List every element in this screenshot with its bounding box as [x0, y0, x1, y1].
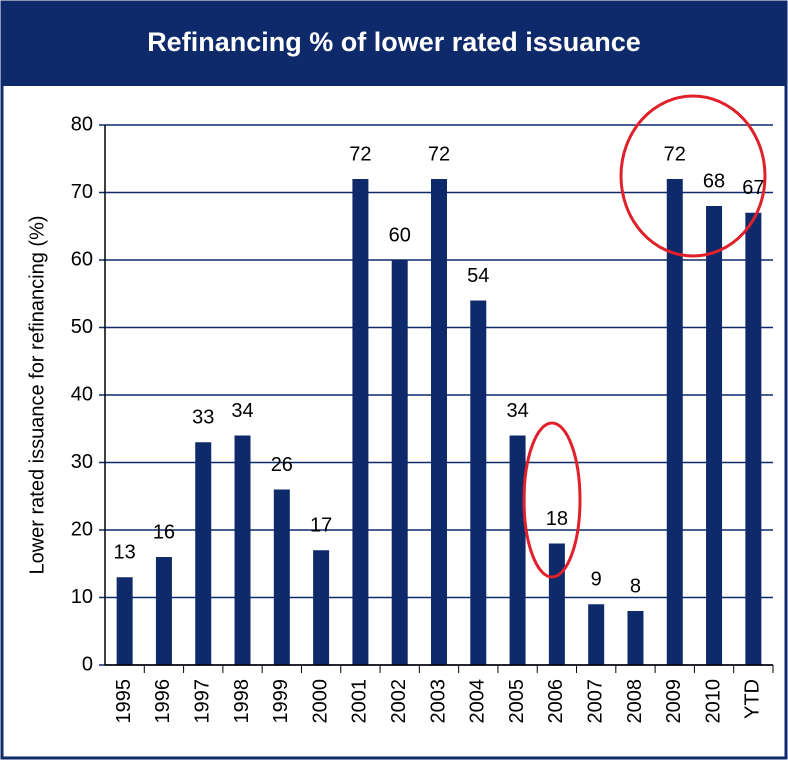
data-label: 72: [349, 143, 371, 165]
bar: [470, 300, 487, 665]
data-label: 13: [114, 542, 136, 564]
data-label: 33: [192, 407, 214, 429]
data-label: 16: [153, 521, 175, 543]
x-tick-label: 2007: [584, 679, 606, 724]
bar: [273, 489, 290, 665]
x-tick-label: YTD: [742, 679, 764, 719]
bar: [666, 179, 683, 665]
data-label: 8: [630, 575, 641, 597]
title-banner: [2, 2, 786, 86]
data-label: 34: [506, 400, 528, 422]
x-tick-label: 2010: [702, 679, 724, 724]
x-tick-label: 1998: [231, 679, 253, 724]
x-tick-label: 1997: [192, 679, 214, 724]
chart-title: Refinancing % of lower rated issuance: [147, 27, 641, 57]
y-tick-label: 70: [71, 181, 93, 203]
bar: [155, 557, 172, 665]
plot: 0 10 20 30 40 50 60 70 80 1995 13 1996 16 1997 33 1998 3…: [71, 113, 774, 724]
bar: [352, 179, 369, 665]
x-tick-label: 2001: [349, 679, 371, 724]
y-tick-label: 30: [71, 451, 93, 473]
x-tick-label: 2003: [427, 679, 449, 724]
x-tick-label: 2002: [388, 679, 410, 724]
bar: [627, 611, 644, 665]
bar: [234, 435, 251, 665]
x-tick-label: 2005: [506, 679, 528, 724]
bar: [313, 550, 330, 665]
data-label: 9: [591, 569, 602, 591]
data-label: 54: [467, 265, 489, 287]
bar: [745, 212, 762, 665]
x-tick-label: 2006: [545, 679, 567, 724]
bar: [391, 260, 408, 665]
data-label: 72: [428, 143, 450, 165]
bar: [116, 577, 133, 665]
x-tick-label: 2009: [663, 679, 685, 724]
x-tick-label: 2004: [467, 679, 489, 724]
y-tick-label: 0: [82, 653, 93, 675]
data-label: 26: [271, 454, 293, 476]
bar: [588, 604, 605, 665]
x-tick-label: 2000: [309, 679, 331, 724]
y-tick-label: 20: [71, 518, 93, 540]
highlight-ellipse: [619, 94, 767, 258]
data-label: 17: [310, 515, 332, 537]
data-label: 18: [546, 508, 568, 530]
data-label: 34: [231, 400, 253, 422]
data-label: 60: [389, 224, 411, 246]
y-tick-label: 10: [71, 586, 93, 608]
x-tick-label: 1995: [113, 679, 135, 724]
y-tick-label: 80: [71, 113, 93, 135]
y-tick-label: 50: [71, 316, 93, 338]
data-label: 72: [664, 143, 686, 165]
bar: [195, 442, 212, 665]
bar: [509, 435, 526, 665]
x-tick-label: 1996: [152, 679, 174, 724]
x-tick-label: 2008: [624, 679, 646, 724]
x-tick-label: 1999: [270, 679, 292, 724]
bar: [431, 179, 447, 665]
y-axis-label: Lower rated issuance for refinancing (%): [26, 215, 48, 574]
bar: [548, 543, 565, 665]
data-label: 68: [703, 170, 725, 192]
y-tick-label: 40: [71, 383, 93, 405]
data-label: 67: [742, 177, 764, 199]
bar: [706, 206, 723, 665]
y-tick-label: 60: [71, 248, 93, 270]
highlight-ellipse: [522, 421, 582, 579]
